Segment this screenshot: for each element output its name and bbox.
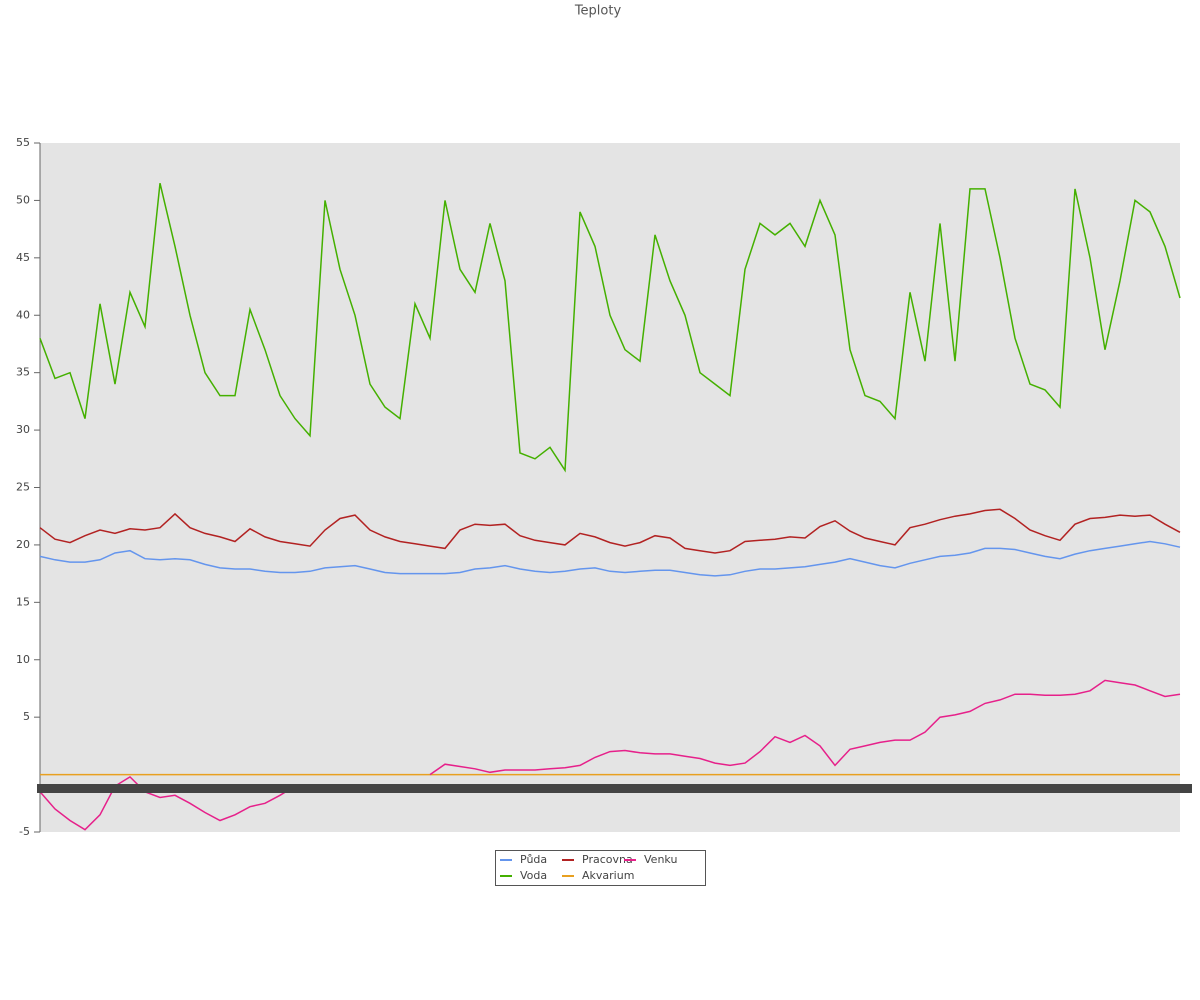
series-line: [39, 183, 1181, 473]
y-tick-label: 5: [23, 710, 30, 723]
y-tick-label: 10: [16, 653, 30, 666]
series-line: [39, 540, 1181, 577]
y-tick-label: 45: [16, 251, 30, 264]
y-tick-label: 25: [16, 481, 30, 494]
chart-title: Teploty: [574, 4, 622, 19]
y-tick-label: 55: [16, 136, 30, 149]
y-tick-label: 35: [16, 366, 30, 379]
legend-label: Voda: [520, 869, 547, 882]
y-tick-label: 20: [16, 538, 30, 551]
x-tick-label-band: [37, 784, 1192, 793]
legend-label: Venku: [644, 853, 677, 866]
y-tick-label: 30: [16, 423, 30, 436]
legend-label: Pracovna: [582, 853, 633, 866]
legend: [495, 850, 706, 886]
series-line: [39, 508, 1181, 554]
y-tick-label: 40: [16, 308, 30, 321]
legend-label: Akvarium: [582, 869, 634, 882]
y-tick-label: 15: [16, 595, 30, 608]
y-tick-label: 50: [16, 193, 30, 206]
legend-label: Půda: [520, 853, 547, 866]
plot-area: [40, 143, 1180, 832]
y-tick-label: -5: [19, 825, 30, 838]
